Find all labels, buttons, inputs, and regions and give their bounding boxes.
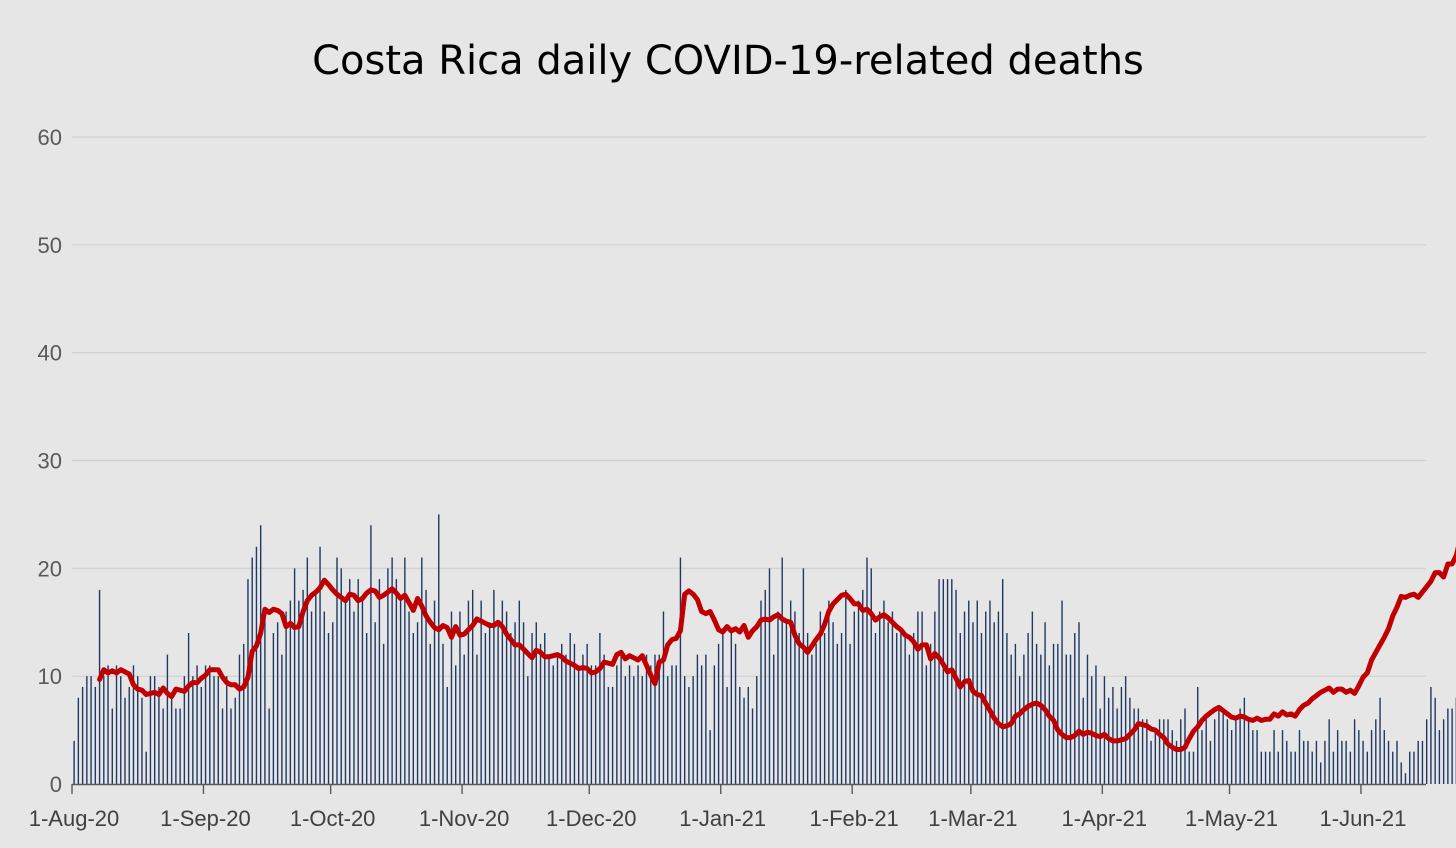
x-tick-label: 1-Dec-20 bbox=[546, 806, 636, 831]
x-axis bbox=[71, 783, 1426, 794]
x-tick-label: 1-Nov-20 bbox=[419, 806, 509, 831]
y-tick-label: 30 bbox=[38, 449, 62, 474]
y-tick-label: 0 bbox=[50, 772, 62, 797]
bar-series bbox=[73, 514, 1456, 784]
x-tick-label: 1-Oct-20 bbox=[290, 806, 376, 831]
x-tick-label: 1-Feb-21 bbox=[810, 806, 899, 831]
y-tick-label: 50 bbox=[38, 233, 62, 258]
x-tick-label: 1-Sep-20 bbox=[160, 806, 251, 831]
x-tick-label: 1-May-21 bbox=[1185, 806, 1278, 831]
y-tick-label: 20 bbox=[38, 556, 62, 581]
x-tick-label: 1-Jan-21 bbox=[679, 806, 766, 831]
moving-average-line bbox=[97, 545, 1456, 752]
y-tick-label: 60 bbox=[38, 125, 62, 150]
x-tick-label: 1-Mar-21 bbox=[928, 806, 1017, 831]
x-tick-label: 1-Jun-21 bbox=[1320, 806, 1407, 831]
y-axis-labels: 0 10 20 30 40 50 60 bbox=[38, 125, 62, 797]
y-tick-label: 10 bbox=[38, 664, 62, 689]
gridlines bbox=[72, 136, 1426, 677]
x-tick-label: 1-Apr-21 bbox=[1062, 806, 1148, 831]
chart-title: Costa Rica daily COVID-19-related deaths bbox=[312, 38, 1144, 84]
x-axis-labels: 1-Aug-20 1-Sep-20 1-Oct-20 1-Nov-20 1-Dec-20… bbox=[29, 806, 1407, 831]
y-tick-label: 40 bbox=[38, 341, 62, 366]
x-tick-label: 1-Aug-20 bbox=[29, 806, 120, 831]
moving-average-series bbox=[97, 545, 1456, 752]
